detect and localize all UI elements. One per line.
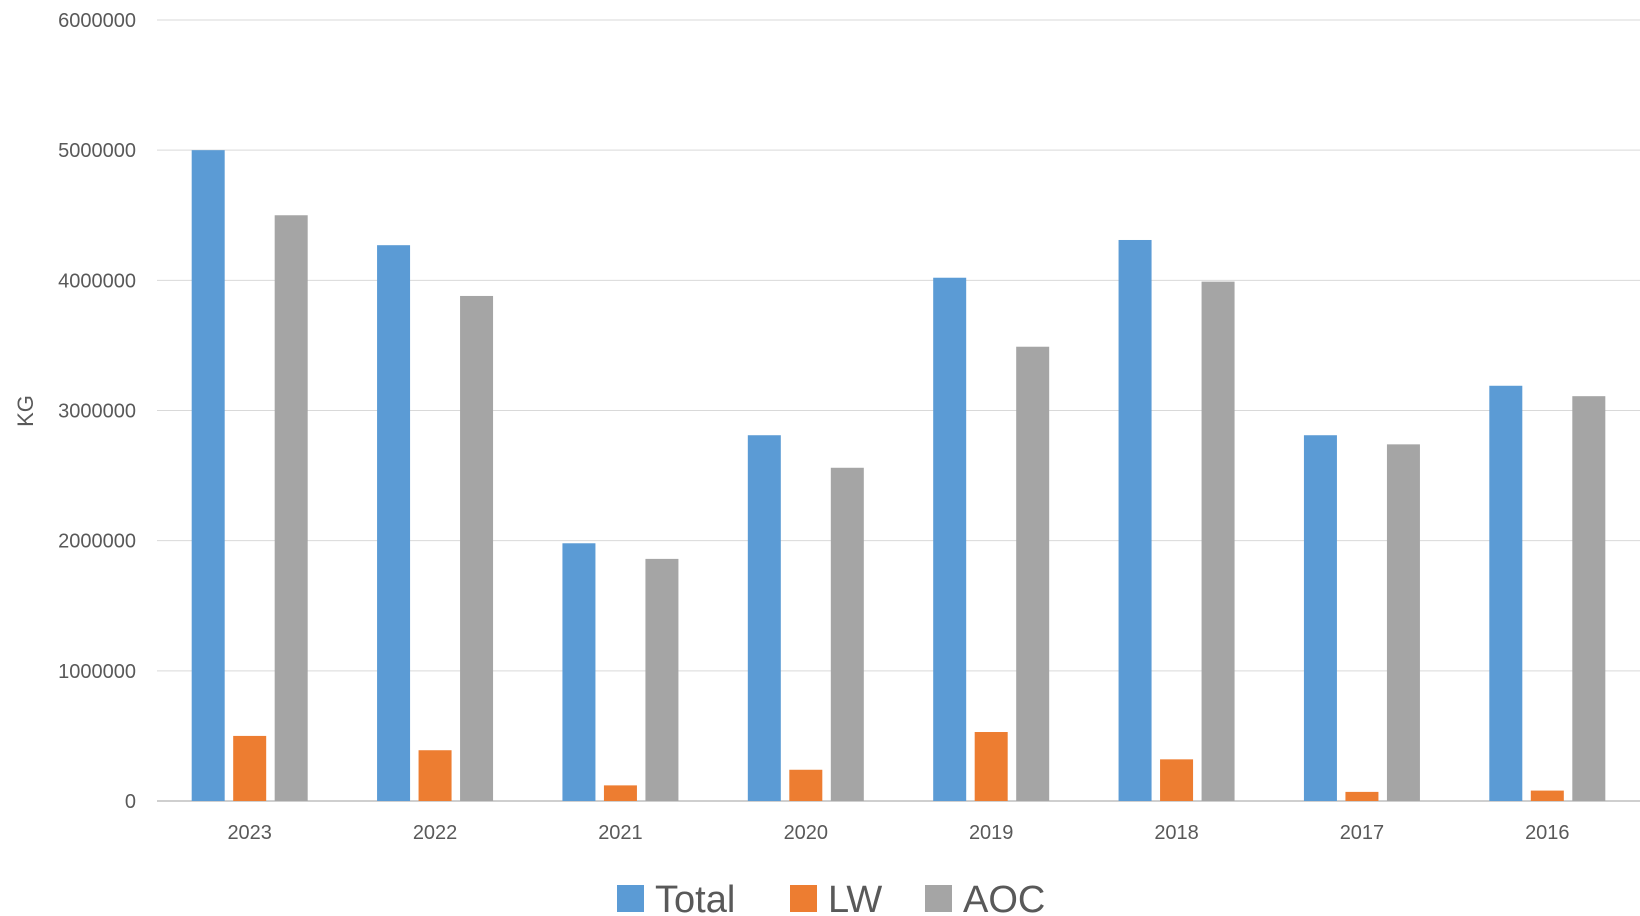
- legend-swatch-aoc: [925, 885, 952, 912]
- bar-aoc-2017: [1386, 444, 1420, 801]
- x-tick-label: 2020: [784, 822, 829, 844]
- x-tick-label: 2021: [598, 822, 643, 844]
- legend-label-aoc: AOC: [963, 879, 1045, 916]
- bar-lw-2022: [418, 750, 452, 801]
- bar-total-2023: [191, 150, 225, 801]
- x-tick-label: 2023: [227, 822, 272, 844]
- bar-lw-2017: [1345, 791, 1379, 801]
- legend: Total LW AOC: [617, 879, 1045, 916]
- bar-aoc-2021: [645, 558, 679, 801]
- legend-label-total: Total: [655, 879, 735, 916]
- x-tick-label: 2016: [1525, 822, 1570, 844]
- x-tick-label: 2017: [1340, 822, 1385, 844]
- x-tick-labels: 2023 2022 2021 2020 2019 2018 2017 2016: [227, 822, 1569, 844]
- x-tick-label: 2018: [1154, 822, 1199, 844]
- bar-total-2018: [1118, 239, 1152, 801]
- bar-aoc-2019: [1016, 346, 1050, 801]
- bar-total-2020: [747, 435, 781, 801]
- bar-lw-2021: [603, 785, 637, 801]
- x-tick-label: 2019: [969, 822, 1014, 844]
- bar-total-2016: [1489, 385, 1523, 801]
- bar-aoc-2023: [274, 215, 308, 801]
- legend-swatch-lw: [790, 885, 817, 912]
- y-tick-label: 3000000: [58, 401, 136, 423]
- bar-lw-2019: [974, 732, 1008, 801]
- legend-swatch-total: [617, 885, 644, 912]
- legend-label-lw: LW: [828, 879, 882, 916]
- bar-lw-2020: [789, 769, 823, 801]
- x-tick-label: 2022: [413, 822, 458, 844]
- bar-total-2022: [377, 245, 411, 801]
- bar-aoc-2022: [460, 295, 494, 801]
- y-tick-labels: 0 1000000 2000000 3000000 4000000 5000000 6000…: [58, 10, 136, 813]
- bar-lw-2018: [1160, 759, 1194, 801]
- y-tick-label: 2000000: [58, 531, 136, 553]
- y-tick-label: 6000000: [58, 10, 136, 32]
- bar-total-2021: [562, 543, 596, 801]
- bar-aoc-2018: [1201, 281, 1235, 801]
- y-tick-label: 5000000: [58, 140, 136, 162]
- bar-total-2019: [933, 277, 967, 802]
- bar-lw-2023: [233, 735, 267, 801]
- y-tick-label: 4000000: [58, 270, 136, 292]
- bar-lw-2016: [1530, 790, 1564, 801]
- bar-aoc-2020: [830, 467, 864, 801]
- y-tick-label: 1000000: [58, 661, 136, 683]
- bar-aoc-2016: [1572, 396, 1606, 801]
- y-axis-title: KG: [13, 395, 38, 427]
- bars: [191, 150, 1606, 802]
- bar-total-2017: [1303, 435, 1337, 801]
- y-tick-label: 0: [125, 791, 136, 813]
